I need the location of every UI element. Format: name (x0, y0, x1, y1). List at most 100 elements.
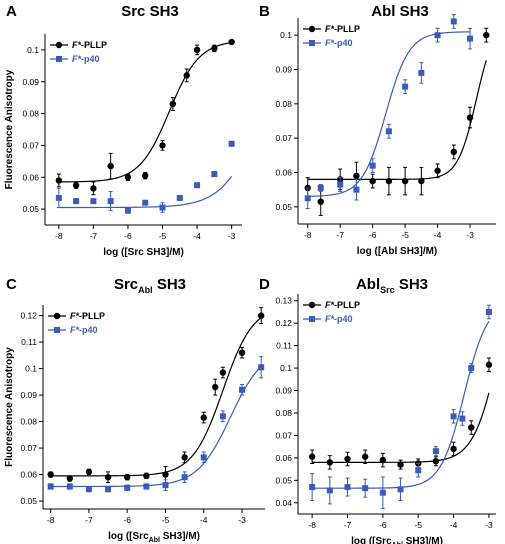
data-point-circle (183, 72, 190, 79)
legend-marker-circle (308, 301, 316, 309)
x-tick-label: -8 (308, 520, 316, 530)
y-tick-label: 0.05 (22, 204, 39, 214)
y-tick-label: 0.11 (21, 337, 37, 347)
legend-label-suffix: -p40 (334, 38, 353, 48)
legend-label-suffix: -p40 (81, 54, 100, 64)
y-tick-label: 0.12 (275, 318, 292, 328)
data-point-square (85, 486, 92, 493)
y-tick-label: 0.09 (275, 65, 292, 75)
data-point-circle (90, 185, 97, 192)
data-point-square (415, 467, 422, 474)
x-tick-label: -8 (47, 515, 55, 525)
data-point-square (239, 386, 246, 393)
y-tick-label: 0.12 (20, 311, 37, 321)
data-point-square (353, 186, 360, 193)
y-tick-label: 0.08 (22, 109, 39, 119)
data-point-square (143, 483, 150, 490)
fit-curve (307, 31, 471, 197)
legend-label-prefix: F* (325, 300, 334, 310)
data-point-square (107, 198, 114, 205)
data-point-circle (308, 453, 316, 460)
y-tick-label: 0.1 (280, 30, 292, 40)
y-tick-label: 0.09 (275, 386, 292, 396)
data-point-circle (104, 474, 112, 481)
data-point-circle (169, 100, 177, 108)
y-tick-label: 0.06 (22, 172, 39, 182)
x-label-tail: SH3]/M) (403, 536, 443, 544)
data-point-square (90, 198, 97, 205)
y-tick-label: 0.06 (275, 453, 292, 463)
x-tick-label: -4 (434, 230, 442, 240)
legend-label: F*-PLLP (72, 40, 107, 50)
legend-label-suffix: -PLLP (79, 311, 105, 321)
data-point-square (467, 35, 474, 42)
x-tick-label: -7 (90, 231, 98, 241)
x-tick-label: -5 (159, 231, 167, 241)
y-tick-label: 0.05 (275, 202, 292, 212)
y-tick-label: 0.09 (22, 77, 39, 87)
data-point-square (304, 195, 311, 202)
y-tick-label: 0.06 (275, 168, 292, 178)
data-point-square (459, 415, 466, 422)
legend-label-prefix: F* (70, 325, 79, 335)
series-p40: F*-p40 (303, 304, 492, 509)
legend-label-suffix: -p40 (334, 314, 353, 324)
title-main: Src (114, 276, 138, 293)
x-label-main: log ([Src (351, 536, 392, 544)
legend-label: F*-PLLP (70, 311, 105, 321)
data-point-square (369, 162, 376, 169)
y-tick-label: 0.13 (275, 296, 292, 306)
legend-label-prefix: F* (70, 311, 79, 321)
data-point-square (450, 18, 457, 25)
x-tick-label: -6 (124, 231, 132, 241)
data-point-circle (450, 445, 457, 453)
data-point-circle (212, 383, 219, 391)
y-axis-label: Fluorescence Anisotropy (4, 347, 15, 467)
panel-letter: B (259, 3, 270, 20)
data-point-circle (468, 424, 475, 431)
data-point-circle (211, 45, 218, 52)
title-main: Abl SH3 (371, 3, 429, 20)
data-point-circle (200, 414, 207, 421)
x-axis-label: log ([SrcAbl SH3]/M) (108, 531, 200, 544)
x-label-main: log ([Abl SH3]/M) (357, 246, 438, 257)
data-point-square (402, 83, 409, 90)
data-point-square (211, 171, 218, 178)
panel-letter: C (6, 276, 17, 293)
legend-label-prefix: F* (325, 314, 334, 324)
y-axis-label: Fluorescence Anisotropy (4, 69, 15, 189)
fit-curve (58, 175, 233, 209)
data-point-square (73, 198, 80, 205)
x-label-subscript: Abl (149, 537, 160, 544)
data-point-circle (143, 472, 150, 480)
legend-label-prefix: F* (325, 38, 334, 48)
x-label-main: log ([Src SH3]/M) (103, 247, 184, 258)
data-point-square (200, 454, 207, 461)
fit-curve (50, 317, 262, 477)
series-p40: F*-p40 (47, 325, 265, 493)
title-main: Src SH3 (121, 3, 179, 20)
x-label-main: log ([Src (108, 531, 149, 542)
data-point-circle (72, 182, 80, 189)
x-tick-label: -8 (55, 231, 63, 241)
x-tick-label: -3 (238, 515, 246, 525)
data-point-circle (450, 148, 458, 156)
legend-label-prefix: F* (72, 40, 81, 50)
x-tick-label: -6 (123, 515, 131, 525)
x-tick-label: -4 (200, 515, 208, 525)
x-label-tail: SH3]/M) (160, 531, 200, 542)
data-point-square (485, 308, 492, 315)
data-point-circle (142, 172, 149, 179)
y-tick-label: 0.05 (20, 496, 37, 506)
legend-marker-square (54, 327, 60, 333)
x-tick-label: -3 (466, 230, 474, 240)
fit-curve (58, 41, 232, 183)
legend-marker-square (309, 316, 315, 322)
data-point-square (397, 486, 404, 493)
x-tick-label: -8 (304, 230, 312, 240)
data-point-circle (432, 458, 440, 465)
data-point-circle (85, 468, 93, 476)
data-point-square (124, 207, 131, 214)
x-tick-label: -4 (193, 231, 201, 241)
